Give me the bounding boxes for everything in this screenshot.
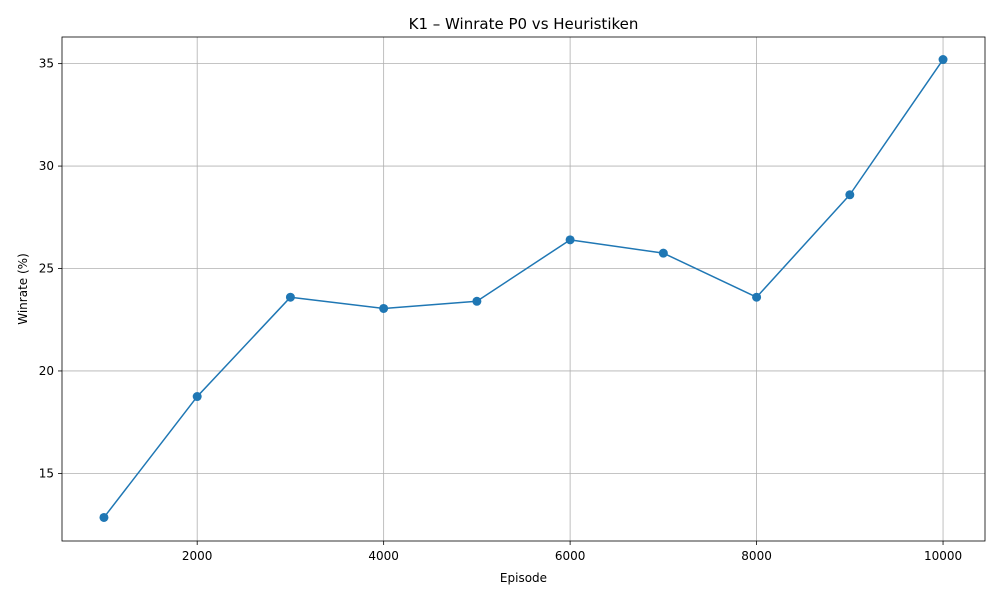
x-tick-label: 10000 <box>924 549 962 563</box>
y-tick-label: 20 <box>39 364 54 378</box>
x-tick-label: 2000 <box>182 549 213 563</box>
x-tick-label: 8000 <box>741 549 772 563</box>
data-point <box>379 303 389 313</box>
series-layer <box>99 55 948 522</box>
series-line <box>103 59 944 518</box>
x-axis: 2000 4000 6000 8000 10000 <box>182 541 962 563</box>
y-axis: 15 20 25 30 35 <box>39 57 62 480</box>
y-tick-label: 15 <box>39 466 54 480</box>
x-tick-label: 4000 <box>368 549 399 563</box>
y-tick-label: 25 <box>39 262 54 276</box>
x-axis-label: Episode <box>500 571 547 585</box>
data-point <box>192 392 202 402</box>
data-point <box>938 55 948 65</box>
y-tick-label: 35 <box>39 57 54 71</box>
y-axis-label: Winrate (%) <box>16 253 30 325</box>
data-point <box>99 512 109 522</box>
chart-title: K1 – Winrate P0 vs Heuristiken <box>409 15 639 33</box>
data-point <box>565 235 575 245</box>
y-tick-label: 30 <box>39 159 54 173</box>
axes-frame <box>61 36 986 542</box>
data-point <box>845 190 855 200</box>
data-point <box>472 296 482 306</box>
x-tick-label: 6000 <box>555 549 586 563</box>
plot-background <box>62 37 985 541</box>
data-point <box>285 292 295 302</box>
grid <box>62 37 985 541</box>
data-point <box>752 292 762 302</box>
data-point <box>658 248 668 258</box>
